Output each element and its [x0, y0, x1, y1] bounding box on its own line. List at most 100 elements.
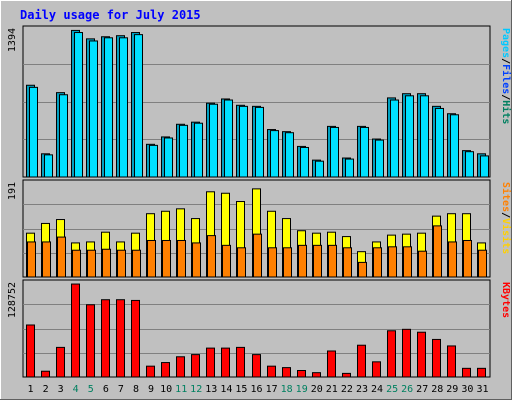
bar-hits_files-s1-day-30	[465, 151, 474, 178]
x-tick-label-day-15: 15	[235, 384, 247, 395]
x-tick-label-day-22: 22	[341, 384, 353, 395]
bar-visits_sites-s1-day-17	[268, 247, 277, 278]
x-tick-label-day-6: 6	[103, 384, 109, 395]
x-tick-label-day-17: 17	[266, 384, 278, 395]
bar-kbytes-s0-day-31	[477, 367, 486, 378]
bar-kbytes-s0-day-12	[191, 354, 200, 378]
bar-visits_sites-s1-day-5	[87, 249, 96, 278]
x-tick-label-day-18: 18	[281, 384, 293, 395]
bar-visits_sites-s1-day-8	[132, 249, 141, 278]
bar-visits_sites-s1-day-20	[313, 244, 322, 278]
bar-kbytes-s0-day-9	[146, 365, 155, 378]
bar-visits_sites-s1-day-13	[207, 235, 216, 278]
x-axis: 1 2 3 4 5 6 7 8 9 10 11 12 13 14 15 16 17 18 19 20 21 22 23 24 2…	[27, 384, 488, 395]
legend-part: /	[500, 212, 511, 218]
bar-visits_sites-s1-day-1	[27, 241, 36, 278]
bar-kbytes-s0-day-7	[116, 299, 125, 378]
bar-visits_sites-s1-day-19	[298, 244, 307, 278]
panel-max-label: 191	[7, 182, 18, 200]
x-tick-label-day-26: 26	[401, 384, 413, 395]
x-tick-label-day-25: 25	[386, 384, 398, 395]
bar-visits_sites-s1-day-7	[117, 249, 126, 278]
bar-visits_sites-s1-day-22	[343, 247, 352, 278]
bar-hits_files-s1-day-6	[104, 37, 113, 178]
bar-visits_sites-s1-day-16	[253, 233, 262, 278]
legend-part: KBytes	[500, 282, 511, 318]
bar-hits_files-s1-day-24	[375, 139, 384, 178]
panel-max-label: 1394	[7, 28, 18, 52]
x-tick-label-day-16: 16	[250, 384, 262, 395]
bar-kbytes-s0-day-28	[432, 338, 441, 378]
bar-kbytes-s0-day-3	[56, 346, 65, 378]
bar-hits_files-s1-day-29	[450, 114, 459, 178]
bar-hits_files-s1-day-16	[255, 106, 264, 178]
x-tick-label-day-21: 21	[326, 384, 338, 395]
bar-kbytes-s0-day-13	[206, 347, 215, 378]
x-tick-label-day-24: 24	[371, 384, 383, 395]
bar-visits_sites-s1-day-21	[328, 244, 337, 278]
panel-legend-label: Pages/Files/Hits	[500, 28, 512, 124]
bar-kbytes-s0-day-21	[327, 350, 336, 378]
x-tick-label-day-10: 10	[160, 384, 172, 395]
bar-kbytes-s0-day-20	[312, 372, 321, 378]
bar-hits_files-s1-day-8	[134, 34, 143, 178]
bar-kbytes-s0-day-4	[71, 283, 80, 378]
bar-hits_files-s1-day-3	[59, 94, 68, 178]
bar-visits_sites-s1-day-24	[373, 247, 382, 278]
bar-visits_sites-s1-day-25	[388, 246, 397, 278]
x-tick-label-day-5: 5	[88, 384, 94, 395]
legend-part: /	[500, 58, 511, 64]
bar-hits_files-s1-day-31	[480, 155, 489, 178]
x-tick-label-day-3: 3	[58, 384, 64, 395]
bar-kbytes-s0-day-19	[297, 369, 306, 378]
x-tick-label-day-31: 31	[476, 384, 488, 395]
x-tick-label-day-12: 12	[190, 384, 202, 395]
bar-hits_files-s1-day-22	[345, 158, 354, 178]
bar-visits_sites-s1-day-12	[192, 242, 201, 278]
bar-visits_sites-s1-day-30	[463, 239, 472, 278]
bar-hits_files-s1-day-18	[285, 132, 294, 178]
bar-hits_files-s1-day-14	[224, 99, 233, 178]
bar-visits_sites-s1-day-9	[147, 239, 156, 278]
legend-part: Pages	[500, 28, 511, 58]
x-tick-label-day-14: 14	[220, 384, 232, 395]
x-tick-label-day-4: 4	[73, 384, 79, 395]
bar-hits_files-s1-day-2	[44, 154, 53, 178]
bar-hits_files-s1-day-17	[270, 130, 279, 178]
bar-kbytes-s0-day-15	[236, 346, 245, 378]
bar-kbytes-s0-day-17	[267, 365, 276, 378]
bar-hits_files-s1-day-12	[194, 122, 203, 178]
legend-part: /	[500, 94, 511, 100]
legend-part: Files	[500, 64, 512, 94]
x-tick-label-day-13: 13	[205, 384, 217, 395]
x-tick-label-day-20: 20	[311, 384, 323, 395]
bar-visits_sites-s1-day-14	[222, 244, 231, 278]
bar-kbytes-s0-day-2	[41, 370, 50, 378]
bar-visits_sites-s1-day-3	[57, 236, 66, 278]
bar-kbytes-s0-day-10	[161, 362, 170, 378]
panel-legend-label: KBytes	[500, 282, 511, 318]
bar-hits_files-s1-day-10	[164, 137, 173, 178]
bar-kbytes-s0-day-8	[131, 299, 140, 378]
x-tick-label-day-7: 7	[118, 384, 124, 395]
bar-hits_files-s1-day-11	[179, 124, 188, 178]
bar-visits_sites-s1-day-31	[478, 249, 487, 278]
bar-kbytes-s0-day-23	[357, 344, 366, 378]
bar-kbytes-s0-day-30	[462, 367, 471, 378]
bar-kbytes-s0-day-16	[252, 354, 261, 378]
bar-hits_files-s1-day-9	[149, 144, 158, 178]
bar-hits_files-s1-day-19	[300, 146, 309, 178]
bar-visits_sites-s1-day-28	[433, 225, 442, 278]
bar-kbytes-s0-day-14	[221, 347, 230, 378]
x-tick-label-day-28: 28	[431, 384, 443, 395]
bar-visits_sites-s1-day-29	[448, 241, 457, 278]
legend-part: Hits	[500, 100, 512, 124]
panel-max-label: 128752	[7, 282, 18, 318]
panel-kbytes: 128752 KBytes	[7, 279, 511, 378]
bar-kbytes-s0-day-18	[282, 367, 291, 378]
x-tick-label-day-11: 11	[175, 384, 187, 395]
bar-hits_files-s1-day-5	[89, 40, 98, 178]
bar-visits_sites-s1-day-11	[177, 239, 186, 278]
